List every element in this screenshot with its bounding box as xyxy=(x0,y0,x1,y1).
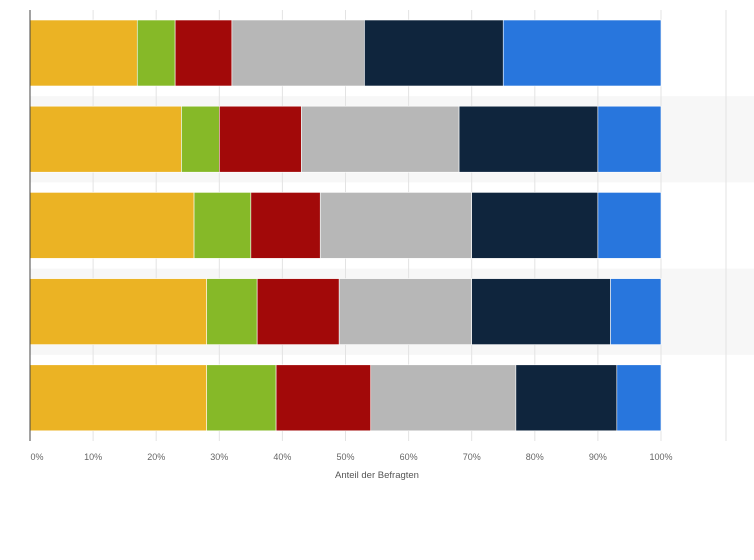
bar-segment xyxy=(174,19,233,87)
bar-segment xyxy=(597,105,662,173)
bars xyxy=(29,19,662,432)
bar-segment xyxy=(136,19,176,87)
bar-segment xyxy=(338,278,472,345)
bar-segment xyxy=(597,192,662,259)
bar-segment xyxy=(301,105,460,173)
bar-segment xyxy=(471,278,611,345)
bar-segment xyxy=(458,105,599,173)
bar-segment xyxy=(515,364,618,432)
bar-segment xyxy=(275,364,372,432)
bar-segment xyxy=(370,364,517,432)
bar-segment xyxy=(219,105,302,173)
bar-segment xyxy=(502,19,662,87)
bar-segment xyxy=(616,364,662,432)
bar-segment xyxy=(193,192,252,259)
bar-segment xyxy=(29,105,182,173)
x-tick-label: 0% xyxy=(30,452,43,462)
x-tick-label: 70% xyxy=(463,452,481,462)
bar-segment xyxy=(319,192,473,259)
bar-segment xyxy=(29,192,195,259)
bar-segment xyxy=(29,278,207,345)
bar-segment xyxy=(29,19,138,87)
x-tick-label: 30% xyxy=(210,452,228,462)
x-tick-label: 90% xyxy=(589,452,607,462)
bar-segment xyxy=(206,278,258,345)
x-axis-title: Anteil der Befragten xyxy=(335,470,419,481)
x-tick-label: 40% xyxy=(273,452,291,462)
bar-segment xyxy=(250,192,321,259)
x-tick-label: 20% xyxy=(147,452,165,462)
bar-segment xyxy=(610,278,662,345)
x-tick-labels: 0% 10% 20% 30% 40% 50% 60% 70% 80% 90% 100% xyxy=(30,452,672,462)
x-tick-label: 60% xyxy=(400,452,418,462)
x-tick-label: 50% xyxy=(336,452,354,462)
bar-segment xyxy=(471,192,599,259)
bar-segment xyxy=(29,364,207,432)
x-tick-label: 80% xyxy=(526,452,544,462)
bar-segment xyxy=(256,278,340,345)
bar-segment xyxy=(206,364,277,432)
bar-segment xyxy=(231,19,365,87)
x-tick-label: 10% xyxy=(84,452,102,462)
x-tick-label: 100% xyxy=(649,452,672,462)
bar-segment xyxy=(181,105,220,173)
bar-segment xyxy=(364,19,504,87)
